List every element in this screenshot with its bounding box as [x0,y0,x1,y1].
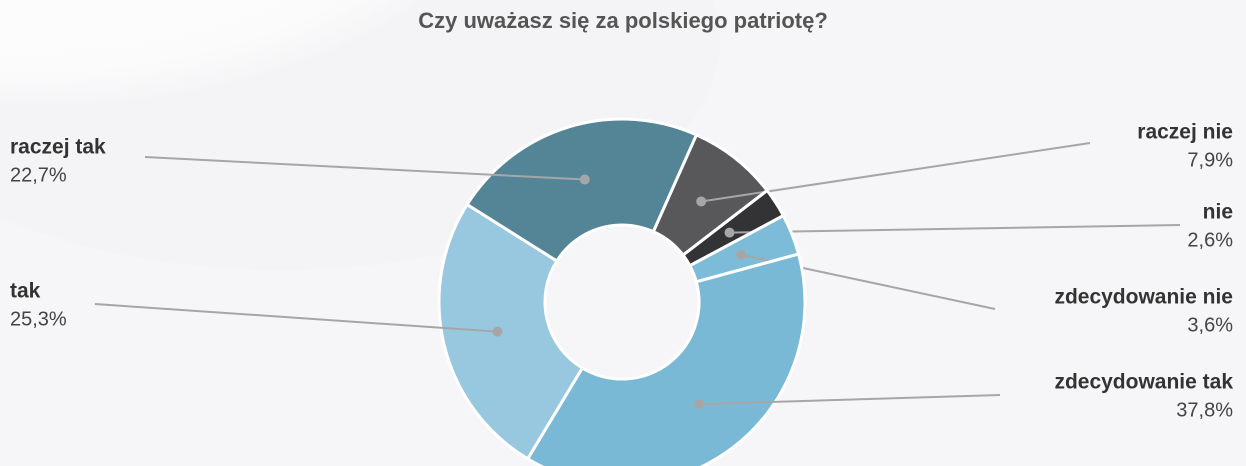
slice [525,252,807,466]
leader-line [144,156,585,181]
leader-line [729,224,1181,234]
leader-dot [735,249,746,260]
value-label: 37,8% [1176,399,1233,421]
category-label: raczej tak [10,136,106,159]
category-label: tak [10,280,41,303]
leader-line [94,303,498,333]
value-label: 22,7% [10,164,67,186]
leader-dot [696,196,707,207]
value-label: 2,6% [1187,229,1233,251]
category-label: nie [1203,201,1233,224]
value-label: 25,3% [10,308,67,330]
category-label: zdecydowanie nie [1054,286,1233,309]
category-label: zdecydowanie tak [1054,371,1233,394]
leader-line [699,394,1001,406]
category-label: raczej nie [1137,121,1233,144]
leader-dot [724,227,735,238]
leader-dot [579,174,590,185]
value-label: 3,6% [1187,314,1233,336]
chart-title: Czy uważasz się za polskiego patriotę? [418,8,828,33]
slice [465,117,699,264]
leader-dot [492,326,503,337]
leader-dot [694,399,705,410]
slice [437,202,585,461]
value-label: 7,9% [1187,149,1233,171]
